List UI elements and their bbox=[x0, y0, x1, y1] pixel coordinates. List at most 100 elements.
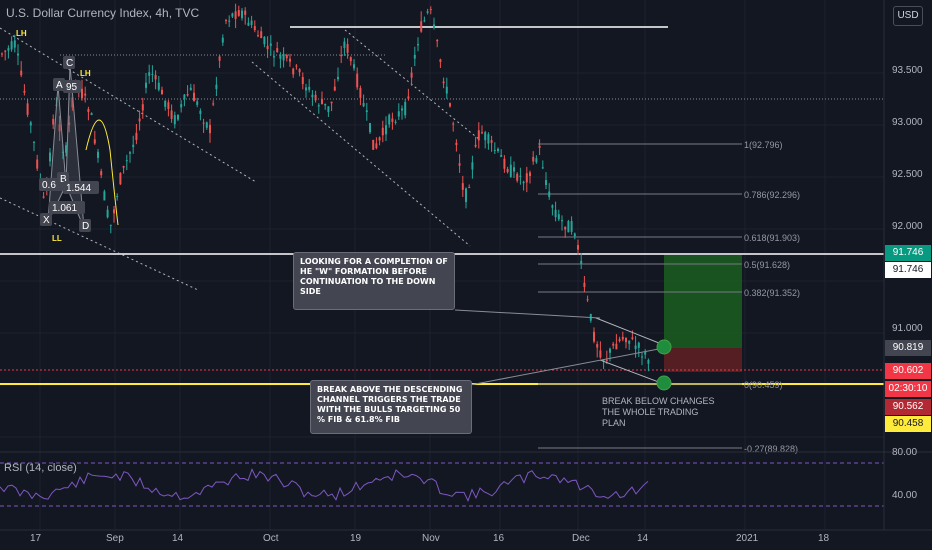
candle-body bbox=[365, 110, 368, 113]
candle-body bbox=[151, 74, 154, 76]
candle-body bbox=[247, 22, 250, 26]
candle-body bbox=[119, 173, 122, 185]
candle-body bbox=[314, 94, 317, 101]
pattern-label: LH bbox=[80, 69, 91, 78]
candle-body bbox=[263, 36, 266, 45]
time-tick: 16 bbox=[493, 533, 505, 544]
pattern-label: 1.544 bbox=[66, 183, 91, 194]
fib-retracement[interactable]: 1(92.796) 0.786(92.296) 0.618(91.903) 0.5(9… bbox=[538, 140, 800, 454]
pattern-label: LH bbox=[16, 29, 27, 38]
candle-body bbox=[42, 196, 45, 198]
price-tick: 92.500 bbox=[892, 169, 923, 180]
stop-zone bbox=[664, 348, 742, 372]
candle-body bbox=[580, 260, 583, 265]
candle-body bbox=[71, 97, 74, 108]
price-tag-stop[interactable]: 90.562 bbox=[885, 399, 931, 415]
pattern-label-bg bbox=[63, 56, 75, 69]
candle-body bbox=[189, 87, 192, 91]
candle-body bbox=[113, 209, 115, 214]
candle-body bbox=[647, 359, 650, 364]
candle-body bbox=[1, 53, 3, 55]
candle-body bbox=[122, 166, 125, 168]
desc-channel-lower[interactable] bbox=[599, 359, 665, 385]
candle-body bbox=[260, 31, 263, 39]
candle-body bbox=[49, 152, 51, 162]
currency-button[interactable]: USD bbox=[893, 6, 923, 26]
time-tick: 2021 bbox=[736, 533, 759, 544]
candle-body bbox=[349, 57, 352, 62]
price-tick: 91.000 bbox=[892, 323, 923, 334]
candle-body bbox=[529, 172, 531, 177]
candle-body bbox=[58, 124, 61, 132]
candle-body bbox=[391, 118, 394, 123]
candle-body bbox=[17, 53, 19, 56]
candle-body bbox=[10, 41, 13, 50]
candle-body bbox=[465, 188, 467, 203]
candle-body bbox=[442, 81, 445, 84]
green-circle-marker-icon[interactable] bbox=[656, 375, 672, 391]
time-tick: Sep bbox=[106, 533, 124, 544]
candle-body bbox=[20, 70, 23, 76]
channel-line-4[interactable] bbox=[344, 29, 481, 141]
candle-body bbox=[557, 214, 560, 220]
candle-body bbox=[132, 144, 135, 148]
candle-body bbox=[513, 167, 515, 172]
candle-body bbox=[186, 94, 189, 96]
candle-body bbox=[116, 195, 119, 198]
fib-level-label: 0.618(91.903) bbox=[744, 233, 800, 243]
candle-body bbox=[333, 86, 336, 91]
candle-body bbox=[404, 101, 407, 116]
desc-channel-upper[interactable] bbox=[595, 317, 665, 346]
candle-body bbox=[413, 54, 416, 59]
candle-body bbox=[583, 282, 586, 288]
candle-body bbox=[455, 142, 458, 146]
candle-body bbox=[87, 109, 90, 112]
candle-body bbox=[519, 175, 522, 178]
price-tag-current[interactable]: 90.602 bbox=[885, 363, 931, 379]
rsi-tick: 80.00 bbox=[892, 447, 918, 458]
candle-body bbox=[177, 114, 179, 120]
candle-body bbox=[218, 56, 221, 61]
pattern-label: C bbox=[66, 58, 73, 69]
price-tag-resistance-line[interactable]: 91.746 bbox=[885, 262, 931, 278]
time-tick: 14 bbox=[637, 533, 649, 544]
candle-body bbox=[458, 163, 461, 166]
candle-body bbox=[36, 159, 39, 169]
candle-body bbox=[84, 93, 87, 96]
callout-break-above[interactable]: BREAK ABOVE THE DESCENDING CHANNEL TRIGG… bbox=[310, 380, 472, 434]
candle-body bbox=[628, 340, 631, 344]
candle-body bbox=[525, 173, 528, 183]
callout-w-formation[interactable]: LOOKING FOR A COMPLETION OF HE "W" FORMA… bbox=[293, 252, 455, 310]
channel-line-2[interactable] bbox=[0, 197, 199, 291]
candle-body bbox=[173, 115, 176, 125]
candle-body bbox=[202, 122, 205, 124]
channel-line-1[interactable] bbox=[0, 27, 257, 183]
candle-body bbox=[292, 68, 295, 75]
candle-body bbox=[161, 89, 163, 95]
pattern-label-bg bbox=[63, 181, 99, 194]
time-tick: 17 bbox=[30, 533, 42, 544]
candle-body bbox=[538, 145, 541, 148]
candle-body bbox=[433, 24, 435, 28]
candle-body bbox=[487, 134, 490, 144]
candle-body bbox=[593, 331, 595, 342]
candle-body bbox=[570, 221, 573, 232]
price-tag-resistance[interactable]: 91.746 bbox=[885, 245, 931, 261]
candle-body bbox=[145, 82, 147, 88]
candle-body bbox=[439, 59, 442, 63]
candle-body bbox=[490, 140, 493, 143]
candle-body bbox=[285, 54, 288, 59]
price-tag-support[interactable]: 90.458 bbox=[885, 416, 931, 432]
pattern-label: A bbox=[56, 80, 63, 91]
candle-body bbox=[52, 118, 55, 125]
candle-body bbox=[109, 224, 112, 226]
candle-body bbox=[385, 125, 387, 135]
price-tag-marker[interactable]: 90.819 bbox=[885, 340, 931, 356]
candle-body bbox=[170, 110, 173, 119]
candle-body bbox=[301, 77, 304, 85]
green-circle-marker-icon[interactable] bbox=[656, 339, 672, 355]
candle-body bbox=[237, 10, 240, 16]
